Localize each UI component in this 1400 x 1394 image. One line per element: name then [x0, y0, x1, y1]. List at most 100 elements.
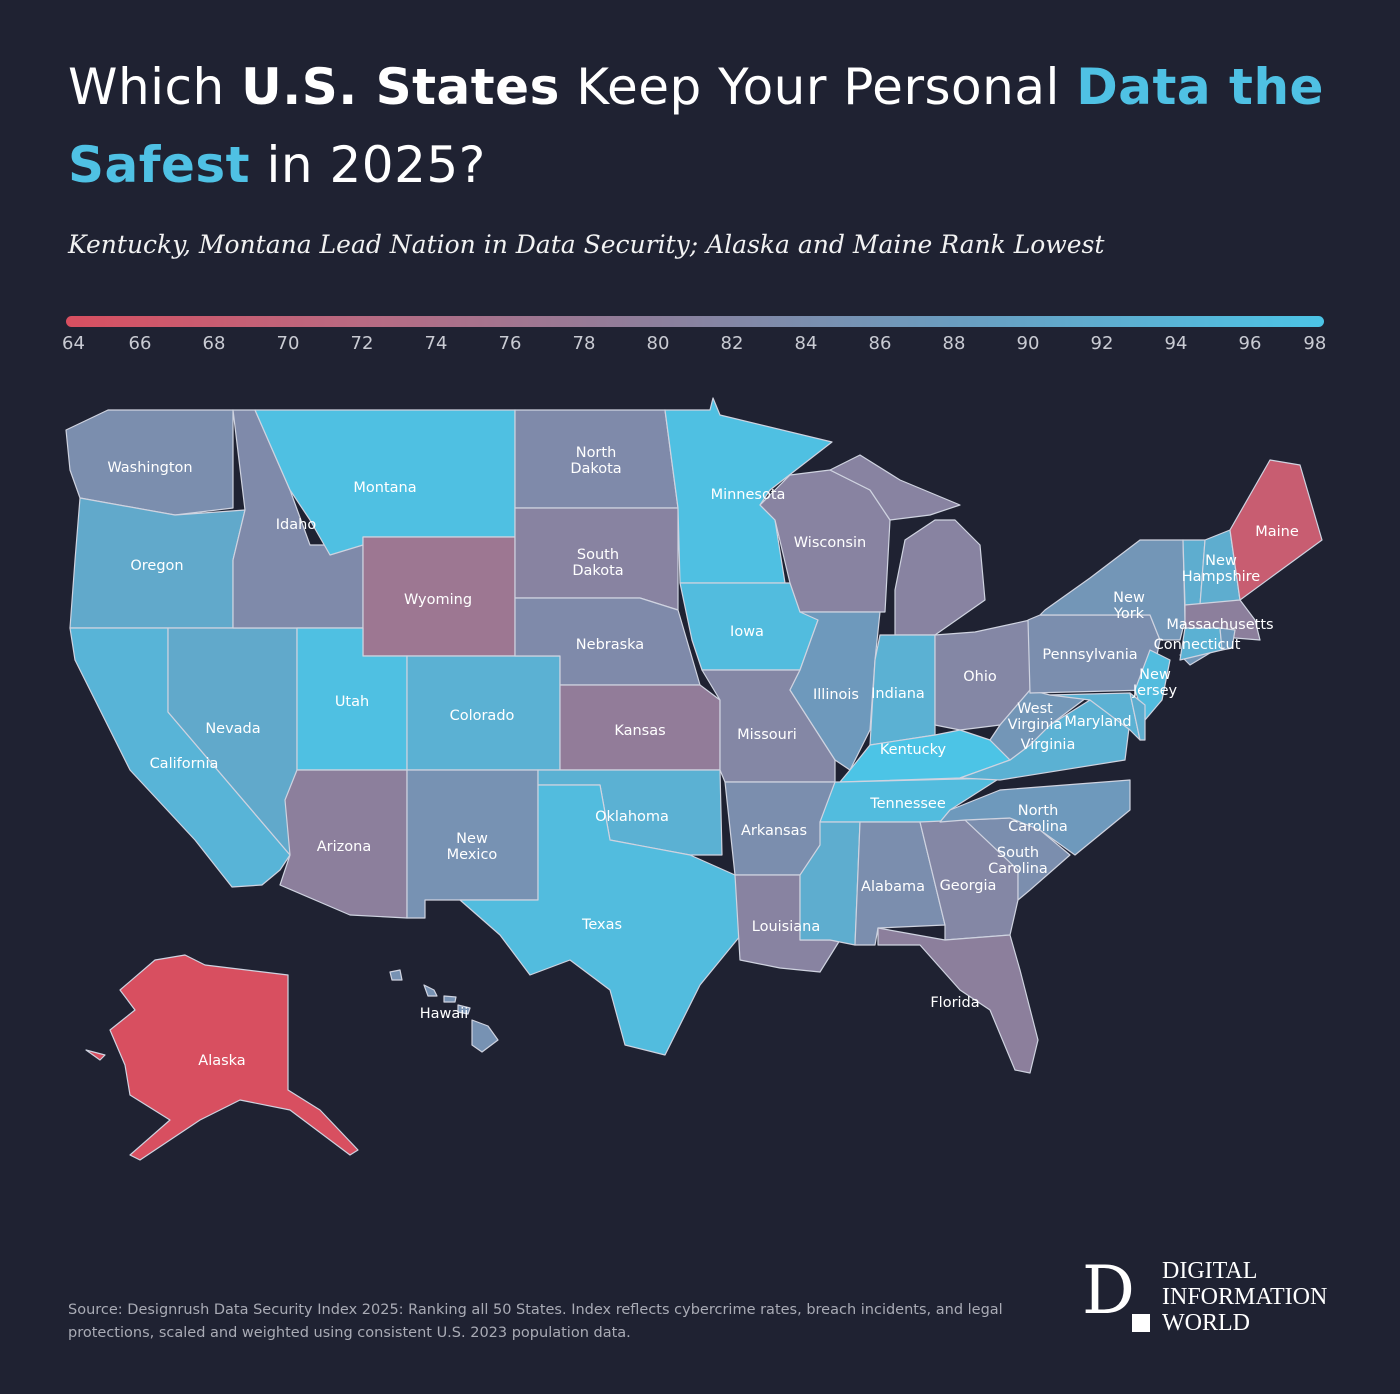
state-shape-rhode-island[interactable]	[1219, 627, 1236, 651]
state-label-new-jersey: New Jersey	[1132, 667, 1178, 699]
legend-tick-label: 70	[276, 333, 300, 354]
state-shape-hawaii[interactable]	[471, 1019, 499, 1053]
state-shape-wisconsin[interactable]	[759, 469, 891, 613]
legend-tick-label: 84	[794, 333, 818, 354]
state-shape-minnesota[interactable]	[664, 397, 833, 584]
state-shape-hawaii[interactable]	[457, 1004, 471, 1015]
legend-tick-label: 92	[1090, 333, 1114, 354]
state-label-indiana: Indiana	[871, 686, 925, 702]
state-shape-washington[interactable]	[65, 409, 234, 516]
state-label-maine: Maine	[1255, 524, 1299, 540]
state-label-south-carolina: South Carolina	[988, 845, 1048, 877]
state-label-alabama: Alabama	[861, 879, 925, 895]
page-title: Which U.S. States Keep Your Personal Dat…	[68, 48, 1348, 204]
state-maine[interactable]	[1229, 459, 1323, 601]
state-label-connecticut: Connecticut	[1154, 637, 1241, 653]
state-label-tennessee: Tennessee	[869, 796, 946, 812]
color-legend: 64 66 68 70 72 74 76 78 80 82 84 86 88 90 92 94 96 98	[62, 316, 1327, 357]
state-shape-alaska[interactable]	[85, 1049, 106, 1061]
logo-line: DIGITAL	[1162, 1258, 1258, 1284]
legend-tick-label: 98	[1303, 333, 1327, 354]
state-wisconsin[interactable]	[759, 469, 891, 613]
state-shape-hawaii[interactable]	[443, 995, 457, 1003]
legend-tick-label: 94	[1164, 333, 1188, 354]
state-shape-maine[interactable]	[1229, 459, 1323, 601]
state-label-utah: Utah	[335, 694, 369, 710]
state-label-arizona: Arizona	[317, 839, 371, 855]
state-shape-illinois[interactable]	[789, 611, 881, 771]
state-label-hawaii: Hawaii	[420, 1006, 469, 1022]
legend-tick-label: 78	[572, 333, 596, 354]
title-text: Which	[68, 58, 242, 116]
logo-square	[1132, 1314, 1150, 1332]
state-label-louisiana: Louisiana	[752, 919, 820, 935]
state-illinois[interactable]	[789, 611, 881, 771]
state-shape-texas[interactable]	[459, 784, 746, 1056]
state-new-jersey[interactable]	[1134, 649, 1171, 721]
state-label-washington: Washington	[107, 460, 192, 476]
state-shape-michigan[interactable]	[829, 454, 961, 521]
state-shape-north-carolina[interactable]	[939, 779, 1131, 856]
title-bold: U.S. States	[241, 58, 560, 116]
state-label-montana: Montana	[353, 480, 416, 496]
state-label-iowa: Iowa	[730, 624, 764, 640]
state-florida[interactable]	[877, 927, 1039, 1074]
state-shape-delaware[interactable]	[1129, 692, 1146, 741]
state-minnesota[interactable]	[664, 397, 833, 584]
logo-letter: D	[1082, 1252, 1135, 1329]
state-label-oklahoma: Oklahoma	[595, 809, 669, 825]
state-shape-new-york[interactable]	[1039, 539, 1186, 641]
state-north-carolina[interactable]	[939, 779, 1131, 856]
state-label-west-virginia: West Virginia	[1008, 701, 1063, 733]
state-label-nevada: Nevada	[205, 721, 260, 737]
state-maryland[interactable]	[1049, 692, 1141, 741]
state-label-maryland: Maryland	[1064, 714, 1131, 730]
state-texas[interactable]	[459, 784, 746, 1056]
state-label-california: California	[150, 756, 219, 772]
legend-tick-label: 96	[1238, 333, 1262, 354]
legend-tick-label: 90	[1016, 333, 1040, 354]
state-michigan[interactable]	[829, 454, 986, 636]
state-label-idaho: Idaho	[276, 517, 317, 533]
state-label-new-mexico: New Mexico	[447, 831, 498, 863]
state-washington[interactable]	[65, 409, 234, 516]
legend-tick-label: 82	[720, 333, 744, 354]
state-shape-michigan[interactable]	[894, 519, 986, 636]
state-label-new-hampshire: New Hampshire	[1182, 553, 1261, 585]
state-label-new-york: New York	[1113, 590, 1145, 622]
state-label-ohio: Ohio	[963, 669, 997, 685]
state-alaska[interactable]	[85, 954, 359, 1161]
state-shape-alaska[interactable]	[109, 954, 359, 1161]
state-label-wyoming: Wyoming	[404, 592, 472, 608]
state-label-nebraska: Nebraska	[576, 637, 644, 653]
state-label-kentucky: Kentucky	[880, 742, 947, 758]
legend-tick-label: 76	[498, 333, 522, 354]
legend-tick-label: 80	[646, 333, 670, 354]
logo: D DIGITAL INFORMATION WORLD	[1082, 1252, 1342, 1338]
state-label-georgia: Georgia	[940, 878, 997, 894]
legend-tick-label: 86	[868, 333, 892, 354]
state-shape-maryland[interactable]	[1049, 692, 1141, 741]
state-label-florida: Florida	[930, 995, 979, 1011]
state-label-kansas: Kansas	[614, 723, 665, 739]
state-shape-new-jersey[interactable]	[1134, 649, 1171, 721]
legend-tick-label: 72	[350, 333, 374, 354]
logo-text: DIGITAL INFORMATION WORLD	[1162, 1258, 1327, 1336]
state-shape-florida[interactable]	[877, 927, 1039, 1074]
legend-tick-label: 68	[202, 333, 226, 354]
title-accent: Data the Safest	[68, 58, 1324, 194]
state-delaware[interactable]	[1129, 692, 1146, 741]
state-shape-hawaii[interactable]	[389, 969, 403, 981]
source-note: Source: Designrush Data Security Index 2…	[68, 1302, 1003, 1341]
state-shape-hawaii[interactable]	[423, 984, 438, 997]
state-label-virginia: Virginia	[1021, 737, 1076, 753]
state-label-arkansas: Arkansas	[741, 823, 807, 839]
state-hawaii[interactable]	[389, 969, 499, 1053]
title-text: in 2025?	[250, 136, 486, 194]
state-label-wisconsin: Wisconsin	[794, 535, 866, 551]
subtitle: Kentucky, Montana Lead Nation in Data Se…	[68, 230, 1105, 259]
state-label-south-dakota: South Dakota	[572, 547, 623, 579]
state-rhode-island[interactable]	[1219, 627, 1236, 651]
logo-line: INFORMATION	[1162, 1284, 1328, 1310]
